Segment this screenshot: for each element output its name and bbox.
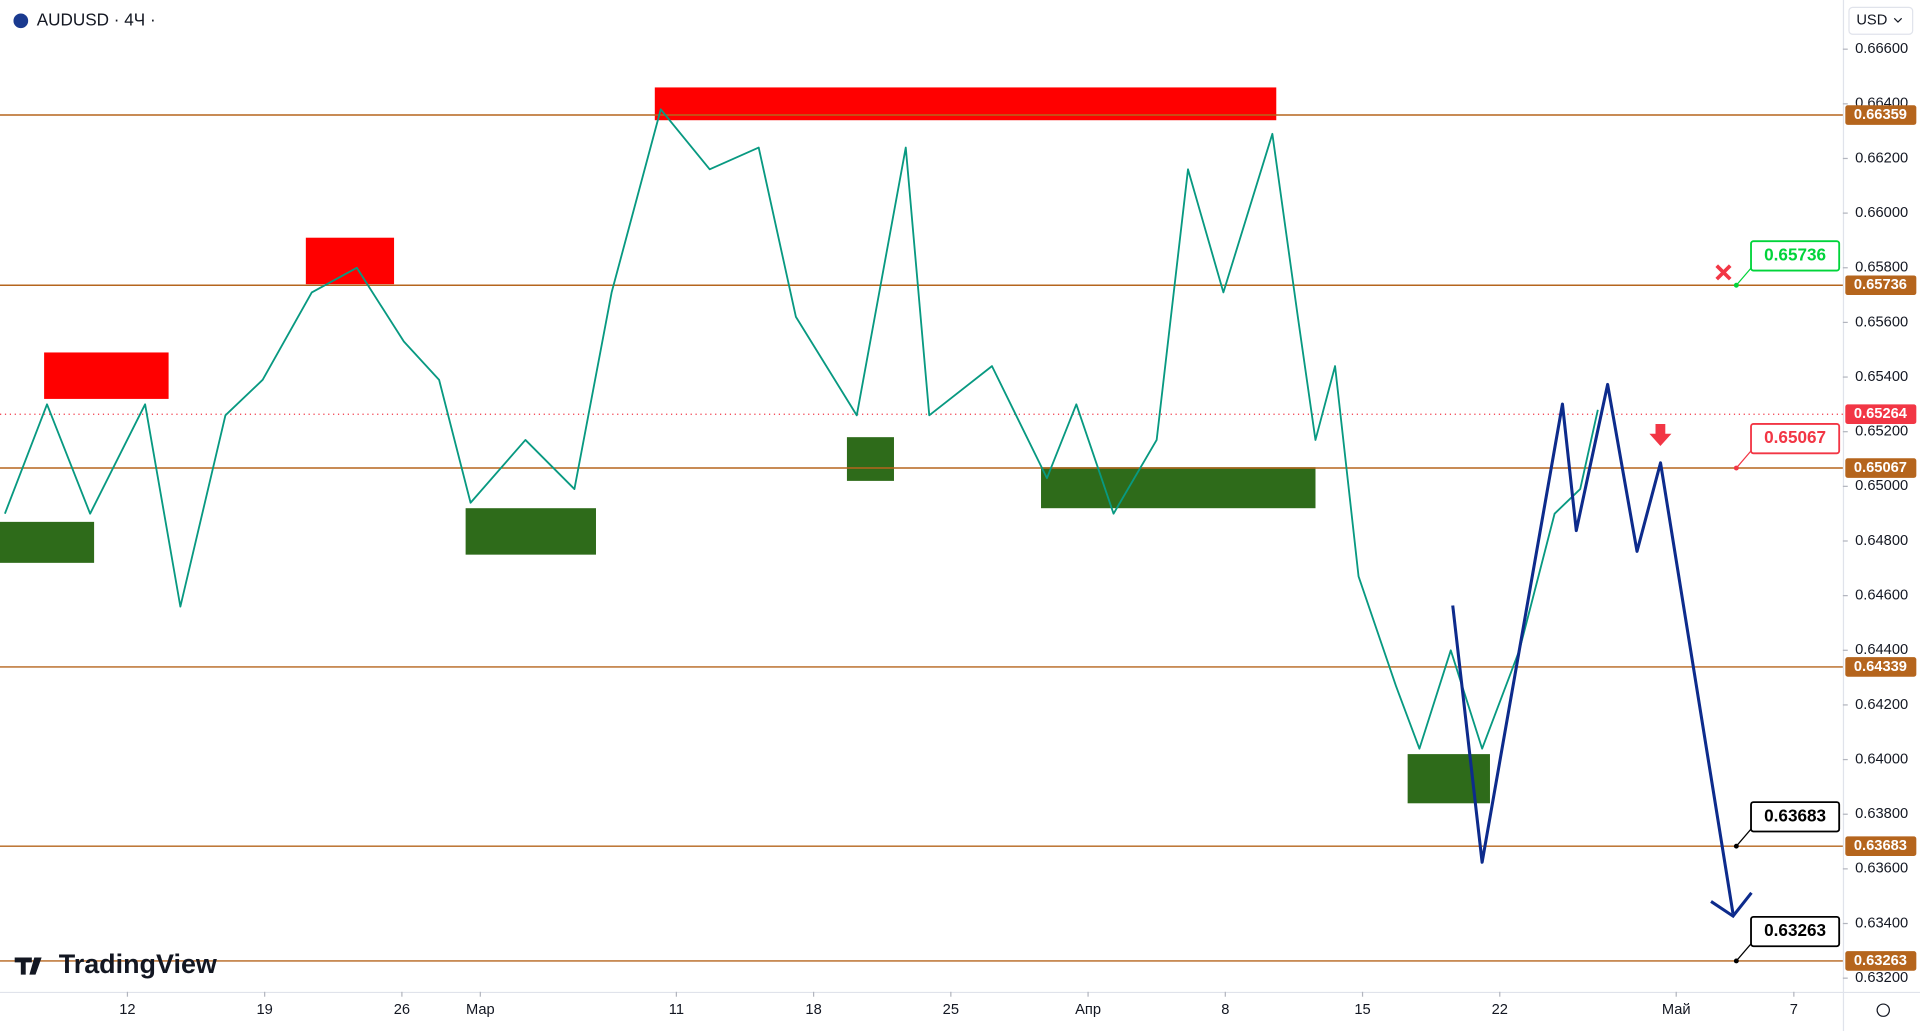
level-label-bg [1845,458,1917,478]
settings-icon[interactable] [1876,1003,1890,1017]
callout-pointer [1735,450,1752,469]
last-price-label: 0.65264 [1854,406,1908,422]
callout-label: 0.63683 [1764,805,1826,825]
x-tick-label: Мар [466,1002,495,1018]
x-tick-label: 7 [1790,1002,1798,1018]
x-tick-label: 15 [1354,1002,1370,1018]
currency: USD [1856,13,1887,29]
level-label: 0.66359 [1854,107,1907,123]
down-arrow-marker [1649,423,1672,446]
x-tick-label: Апр [1075,1002,1101,1018]
x-tick-label: 25 [943,1002,959,1018]
zone [305,237,395,285]
level-label: 0.63683 [1854,838,1907,854]
level-label-bg [1845,275,1917,296]
currency-button[interactable] [1848,6,1914,35]
zone [1407,754,1490,804]
cross-marker [1715,264,1732,281]
y-tick-label: 0.64600 [1855,588,1908,604]
y-tick-label: 0.63600 [1855,861,1908,877]
level-label-bg [1845,836,1917,856]
x-tick-label: 19 [256,1002,272,1018]
x-tick-label: 26 [394,1002,410,1018]
zone [0,521,95,563]
logo-icon [14,957,42,975]
flag-icon [13,13,29,29]
callout-label: 0.65067 [1764,427,1826,447]
y-tick-label: 0.65000 [1855,478,1908,494]
callout-label: 0.63263 [1764,920,1826,940]
y-tick-label: 0.65400 [1855,369,1908,385]
x-tick-label: 12 [119,1002,135,1018]
zone [44,352,169,399]
projection-arrowhead [1710,891,1753,919]
callout-anchor [1733,843,1739,849]
y-tick-label: 0.63400 [1855,915,1908,931]
callout-pointer [1735,267,1752,286]
callout-anchor [1733,282,1739,288]
callout-box [1750,801,1841,833]
callout-anchor [1733,465,1739,471]
level-label: 0.63263 [1854,953,1907,969]
callout-pointer [1735,943,1752,962]
y-tick-label: 0.63200 [1855,970,1908,986]
zone [465,508,596,555]
callout-label: 0.65736 [1764,244,1826,264]
y-tick-label: 0.66000 [1855,205,1908,221]
plot: 0.63200 0.63400 0.63600 0.63800 0.64000 0.642… [0,41,1917,1018]
last-price-label-bg [1845,404,1917,425]
projection-line [1451,382,1735,914]
level-label: 0.65736 [1854,277,1907,293]
dropdown-icon [1893,17,1903,23]
x-tick-label: 22 [1492,1002,1508,1018]
zone [1041,467,1316,509]
level-label: 0.65067 [1854,460,1907,476]
y-tick-label: 0.65600 [1855,314,1908,330]
callout-anchor [1733,958,1739,964]
x-tick-label: 18 [805,1002,821,1018]
y-tick-label: 0.66600 [1855,41,1908,57]
callout-pointer [1735,828,1752,847]
y-tick-label: 0.64200 [1855,697,1908,713]
price-line [4,108,1599,750]
y-tick-label: 0.66200 [1855,150,1908,166]
y-tick-label: 0.64400 [1855,642,1908,658]
callout-box [1750,240,1841,272]
chart-title: AUDUSD · 4Ч · [37,9,156,29]
x-tick-label: 11 [669,1002,684,1018]
x-tick-label: 8 [1221,1002,1229,1018]
level-label-bg [1845,657,1917,677]
callout-box [1750,423,1841,455]
y-tick-label: 0.65800 [1855,260,1908,276]
callout-box [1750,915,1841,948]
level-label-bg [1845,951,1917,971]
level-label-bg [1845,105,1917,125]
watermark: TradingView [59,949,217,979]
y-tick-label: 0.64800 [1855,533,1908,549]
zone [846,437,894,481]
level-label: 0.64339 [1854,659,1907,675]
x-tick-label: Май [1662,1002,1691,1018]
y-tick-label: 0.65200 [1855,424,1908,440]
y-tick-label: 0.64000 [1855,751,1908,767]
y-tick-label: 0.63800 [1855,806,1908,822]
